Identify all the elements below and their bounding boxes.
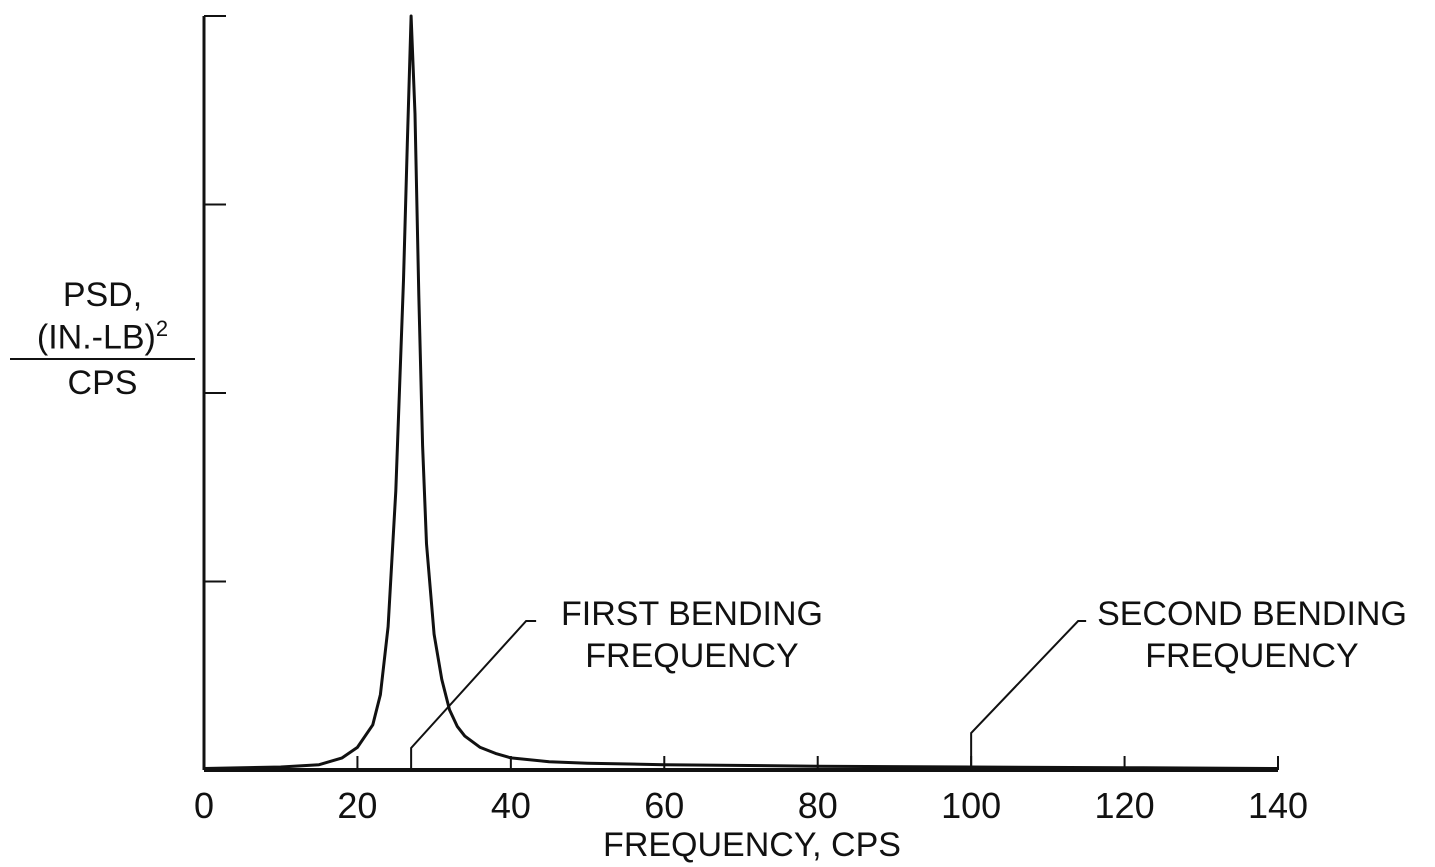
x-tick-label: 140 (1248, 785, 1308, 826)
series-group (203, 14, 1279, 770)
annotation-first-line2: FREQUENCY (585, 637, 798, 675)
x-tick-label: 60 (644, 785, 684, 826)
x-ticks: 0 20 40 60 80 100 120 140 (194, 756, 1308, 826)
y-axis-label-denominator: CPS (67, 364, 138, 403)
y-axis-label-numerator: (IN.-LB)2 (10, 316, 195, 361)
x-tick-label: 20 (337, 785, 377, 826)
x-tick-label: 40 (491, 785, 531, 826)
y-axis-label-exponent: 2 (155, 316, 169, 341)
annotations: FIRST BENDING FREQUENCY SECOND BENDING FREQ… (410, 595, 1407, 770)
x-tick-label: 80 (798, 785, 838, 826)
x-tick-label: 0 (194, 785, 214, 826)
annotation-second-line1: SECOND BENDING (1097, 595, 1407, 633)
annotation-first-line1: FIRST BENDING (561, 595, 823, 633)
x-tick-label: 120 (1095, 785, 1155, 826)
x-tick-label: 100 (941, 785, 1001, 826)
x-axis-label: FREQUENCY, CPS (603, 826, 901, 864)
y-axis-label-line1: PSD, (62, 276, 143, 314)
y-ticks (204, 15, 226, 583)
annotation-leader-second (970, 620, 1087, 770)
psd-curve (203, 14, 1279, 770)
y-axis-label-numerator-text: (IN.-LB) (36, 318, 156, 357)
annotation-second-line2: FREQUENCY (1145, 637, 1358, 675)
annotation-leader-first (410, 620, 537, 770)
y-axis-label: PSD, (IN.-LB)2 CPS (10, 278, 195, 400)
